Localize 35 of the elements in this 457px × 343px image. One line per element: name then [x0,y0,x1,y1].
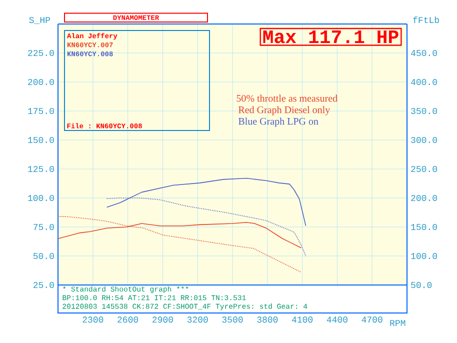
y2-tick-label: 400.0 [410,78,437,86]
x-tick-label: 3800 [257,316,278,323]
annotation: 50% throttle as measured [236,94,338,102]
y2-tick-label: 450.0 [410,50,437,56]
y2-tick-label: 150.0 [411,224,437,230]
y-tick-label: 150.0 [28,136,54,144]
y-tick-label: 200.0 [28,78,54,86]
y2-tick-label: 50.0 [411,282,432,288]
y-tick-label: 75.0 [34,224,54,230]
x-tick-label: 4100 [292,316,313,323]
y2-tick-label: 300.0 [411,136,437,144]
y-axis-title: S_HP [29,16,50,24]
x-tick-label: 4700 [362,316,382,323]
y-tick-label: 225.0 [28,50,54,56]
y-tick-label: 25.0 [33,282,54,288]
x-tick-label: 4400 [326,316,348,323]
y2-axis-title: fFtLb [413,16,439,24]
x-tick-label: 3200 [187,316,208,323]
annotation: Max 117.1 HP [263,30,398,44]
x-axis-title: RPM [390,320,406,326]
y2-tick-label: 350.0 [411,108,437,114]
y2-tick-label: 100.0 [411,252,437,260]
annotation: Red Graph Diesel only [238,106,330,116]
line-series [58,216,302,273]
y-tick-label: 50.0 [33,252,54,260]
y-tick-label: 125.0 [28,166,54,172]
x-tick-label: 2600 [118,316,138,323]
y2-tick-label: 250.0 [411,166,437,172]
x-tick-label: 2300 [82,316,104,323]
y-tick-label: 100.0 [28,194,54,202]
x-tick-label: 3500 [222,316,243,323]
y2-tick-label: 200.0 [411,194,437,202]
annotation: Blue Graph LPG on [238,118,318,127]
y-tick-label: 175.0 [28,108,54,114]
x-tick-label: 2900 [152,316,173,323]
